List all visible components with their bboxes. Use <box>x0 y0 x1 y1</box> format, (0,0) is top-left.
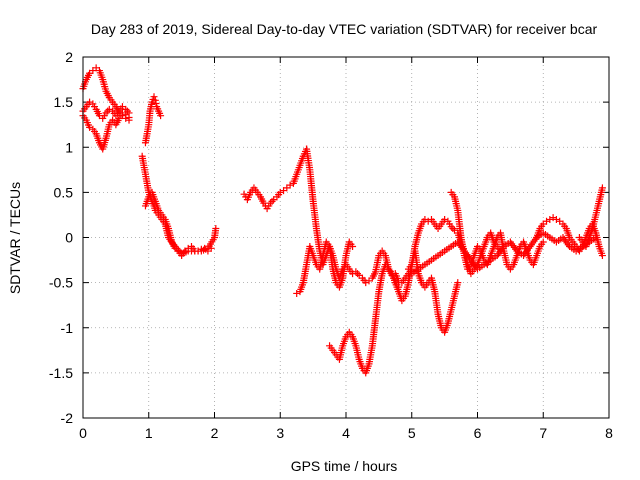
data-point <box>539 238 547 246</box>
series-trace-n <box>408 229 600 278</box>
y-tick-label: 0 <box>65 230 73 246</box>
x-tick-label: 0 <box>79 425 87 441</box>
data-point <box>151 96 159 104</box>
x-tick-label: 3 <box>276 425 284 441</box>
series-trace-m <box>447 188 547 273</box>
series-trace-f <box>141 188 215 260</box>
data-marks <box>79 64 606 377</box>
chart-title: Day 283 of 2019, Sidereal Day-to-day VTE… <box>91 21 598 37</box>
y-tick-label: -1.5 <box>49 365 73 381</box>
y-tick-label: -2 <box>61 410 74 426</box>
tick-layer: 0 1 2 3 4 5 6 7 8 -2 -1.5 -1 -0.5 0 0.5 1 1.5 2 <box>49 49 613 441</box>
data-point <box>150 93 158 101</box>
series-trace-k <box>388 247 462 336</box>
data-point <box>157 112 165 120</box>
y-tick-label: -1 <box>61 320 74 336</box>
data-point <box>125 113 133 121</box>
plot-frame <box>82 56 610 419</box>
series-trace-d <box>141 93 165 147</box>
series-trace-i <box>293 238 357 297</box>
series-trace-c <box>79 109 133 153</box>
data-point <box>598 252 606 260</box>
x-tick-label: 7 <box>539 425 547 441</box>
x-tick-label: 1 <box>145 425 153 441</box>
y-axis-label: SDTVAR / TECUs <box>7 182 23 294</box>
data-point <box>152 99 160 107</box>
x-tick-label: 8 <box>605 425 613 441</box>
x-tick-label: 4 <box>342 425 350 441</box>
y-tick-label: 1 <box>65 139 73 155</box>
data-point <box>598 184 606 192</box>
data-point <box>212 224 220 232</box>
y-tick-label: -0.5 <box>49 275 73 291</box>
x-tick-label: 5 <box>408 425 416 441</box>
data-point <box>454 279 462 287</box>
data-point <box>349 243 357 251</box>
x-axis-label: GPS time / hours <box>291 458 398 474</box>
series-trace-p <box>575 184 606 251</box>
y-tick-label: 1.5 <box>54 94 74 110</box>
x-tick-label: 6 <box>474 425 482 441</box>
data-point <box>207 244 215 252</box>
y-tick-label: 2 <box>65 49 73 65</box>
x-tick-label: 2 <box>211 425 219 441</box>
y-tick-label: 0.5 <box>54 184 74 200</box>
data-point <box>197 245 205 253</box>
